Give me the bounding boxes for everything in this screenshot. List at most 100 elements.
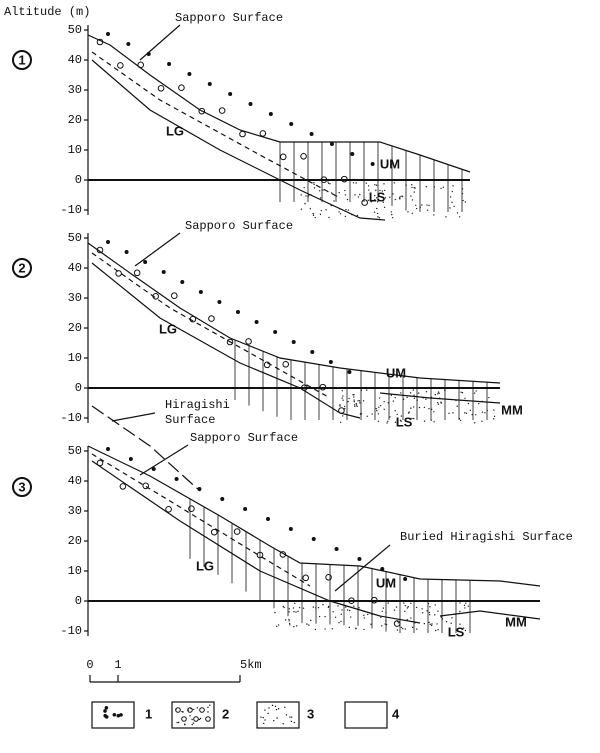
pebble (380, 567, 385, 571)
gravel (208, 315, 215, 322)
sand-dot (274, 611, 276, 614)
sand-dot (440, 402, 443, 404)
legend-sand (277, 708, 280, 710)
sand-dot (355, 404, 358, 406)
sand-dot (392, 400, 395, 402)
legend-sand (191, 718, 193, 721)
gravel (210, 528, 218, 536)
sand-dot (481, 420, 483, 422)
sand-dot (339, 404, 341, 406)
legend-sand (209, 704, 211, 706)
legend-sand (177, 721, 180, 724)
sand-dot (473, 392, 476, 394)
mm-boundary (379, 392, 501, 404)
sand-dot (354, 405, 356, 408)
unit-label: LS (369, 189, 386, 204)
sand-dot (412, 417, 415, 420)
sand-dot (459, 623, 461, 625)
sand-dot (493, 415, 496, 418)
sand-dot (452, 185, 454, 187)
sand-dot (374, 184, 376, 186)
surface-label: Sapporo Surface (190, 431, 298, 445)
sand-dot (288, 611, 290, 613)
sand-dot (324, 628, 326, 630)
pebble (357, 557, 362, 561)
pebble (347, 370, 352, 374)
sand-dot (312, 214, 315, 217)
sand-dot (358, 607, 360, 609)
sand-dot (402, 628, 404, 630)
pebble (309, 132, 314, 136)
sand-dot (354, 194, 356, 196)
sand-dot (423, 420, 426, 422)
sand-dot (292, 607, 295, 609)
gravel-base (91, 460, 421, 624)
sand-dot (425, 391, 428, 393)
sand-dot (401, 195, 403, 197)
sand-dot (426, 610, 428, 612)
sand-dot (437, 629, 439, 631)
gravel (133, 269, 141, 277)
sand-dot (327, 606, 330, 609)
leader-line (334, 544, 391, 592)
gravel (279, 551, 287, 558)
sand-dot (382, 201, 385, 203)
sand-dot (284, 619, 287, 621)
sand-dot (288, 622, 291, 625)
sand-dot (433, 214, 435, 216)
legend-label: 4 (392, 706, 400, 721)
pebble (106, 240, 110, 244)
sand-dot (434, 604, 436, 606)
sand-dot (318, 615, 321, 618)
sand-dot (433, 614, 436, 616)
sand-dot (373, 211, 376, 213)
sand-dot (428, 621, 430, 624)
sand-dot (308, 194, 310, 196)
sand-dot (344, 194, 347, 196)
sand-dot (355, 402, 358, 405)
sand-dot (411, 199, 414, 201)
sand-dot (414, 187, 416, 189)
unit-label: UM (380, 156, 400, 171)
sand-dot (459, 602, 461, 604)
sand-dot (309, 207, 311, 210)
sand-dot (376, 212, 379, 215)
sand-dot (433, 421, 435, 423)
sand-dot (288, 620, 290, 622)
surface-label: Sapporo Surface (175, 11, 283, 25)
gravel (239, 130, 246, 138)
pebble (311, 537, 316, 541)
pebble (126, 42, 131, 46)
gravel (300, 384, 308, 392)
sand-dot (384, 189, 386, 192)
sand-dot (456, 405, 458, 407)
sand-dot (378, 406, 380, 408)
sand-dot (341, 397, 343, 399)
sand-dot (467, 605, 469, 607)
sand-dot (378, 397, 381, 399)
sand-dot (348, 397, 350, 400)
legend-sand (181, 710, 183, 713)
gravel (96, 459, 104, 467)
sand-dot (473, 422, 476, 424)
sand-dot (302, 607, 305, 609)
sand-dot (437, 391, 440, 393)
sand-dot (404, 610, 406, 612)
sand-dot (445, 620, 448, 623)
gravel (119, 483, 127, 490)
sand-dot (340, 620, 342, 623)
panel-number-digit: 2 (18, 260, 25, 275)
unit-label: MM (505, 614, 527, 629)
unit-label: LG (166, 123, 184, 138)
sand-dot (493, 409, 495, 411)
sand-dot (390, 211, 393, 213)
sand-dot (393, 609, 396, 611)
sand-dot (481, 411, 484, 413)
sand-dot (355, 628, 357, 630)
sand-dot (437, 610, 439, 612)
legend-label: 1 (145, 706, 152, 721)
sand-dot (295, 611, 297, 613)
sand-dot (308, 624, 310, 626)
legend-sand (290, 720, 293, 723)
sand-dot (428, 611, 431, 614)
